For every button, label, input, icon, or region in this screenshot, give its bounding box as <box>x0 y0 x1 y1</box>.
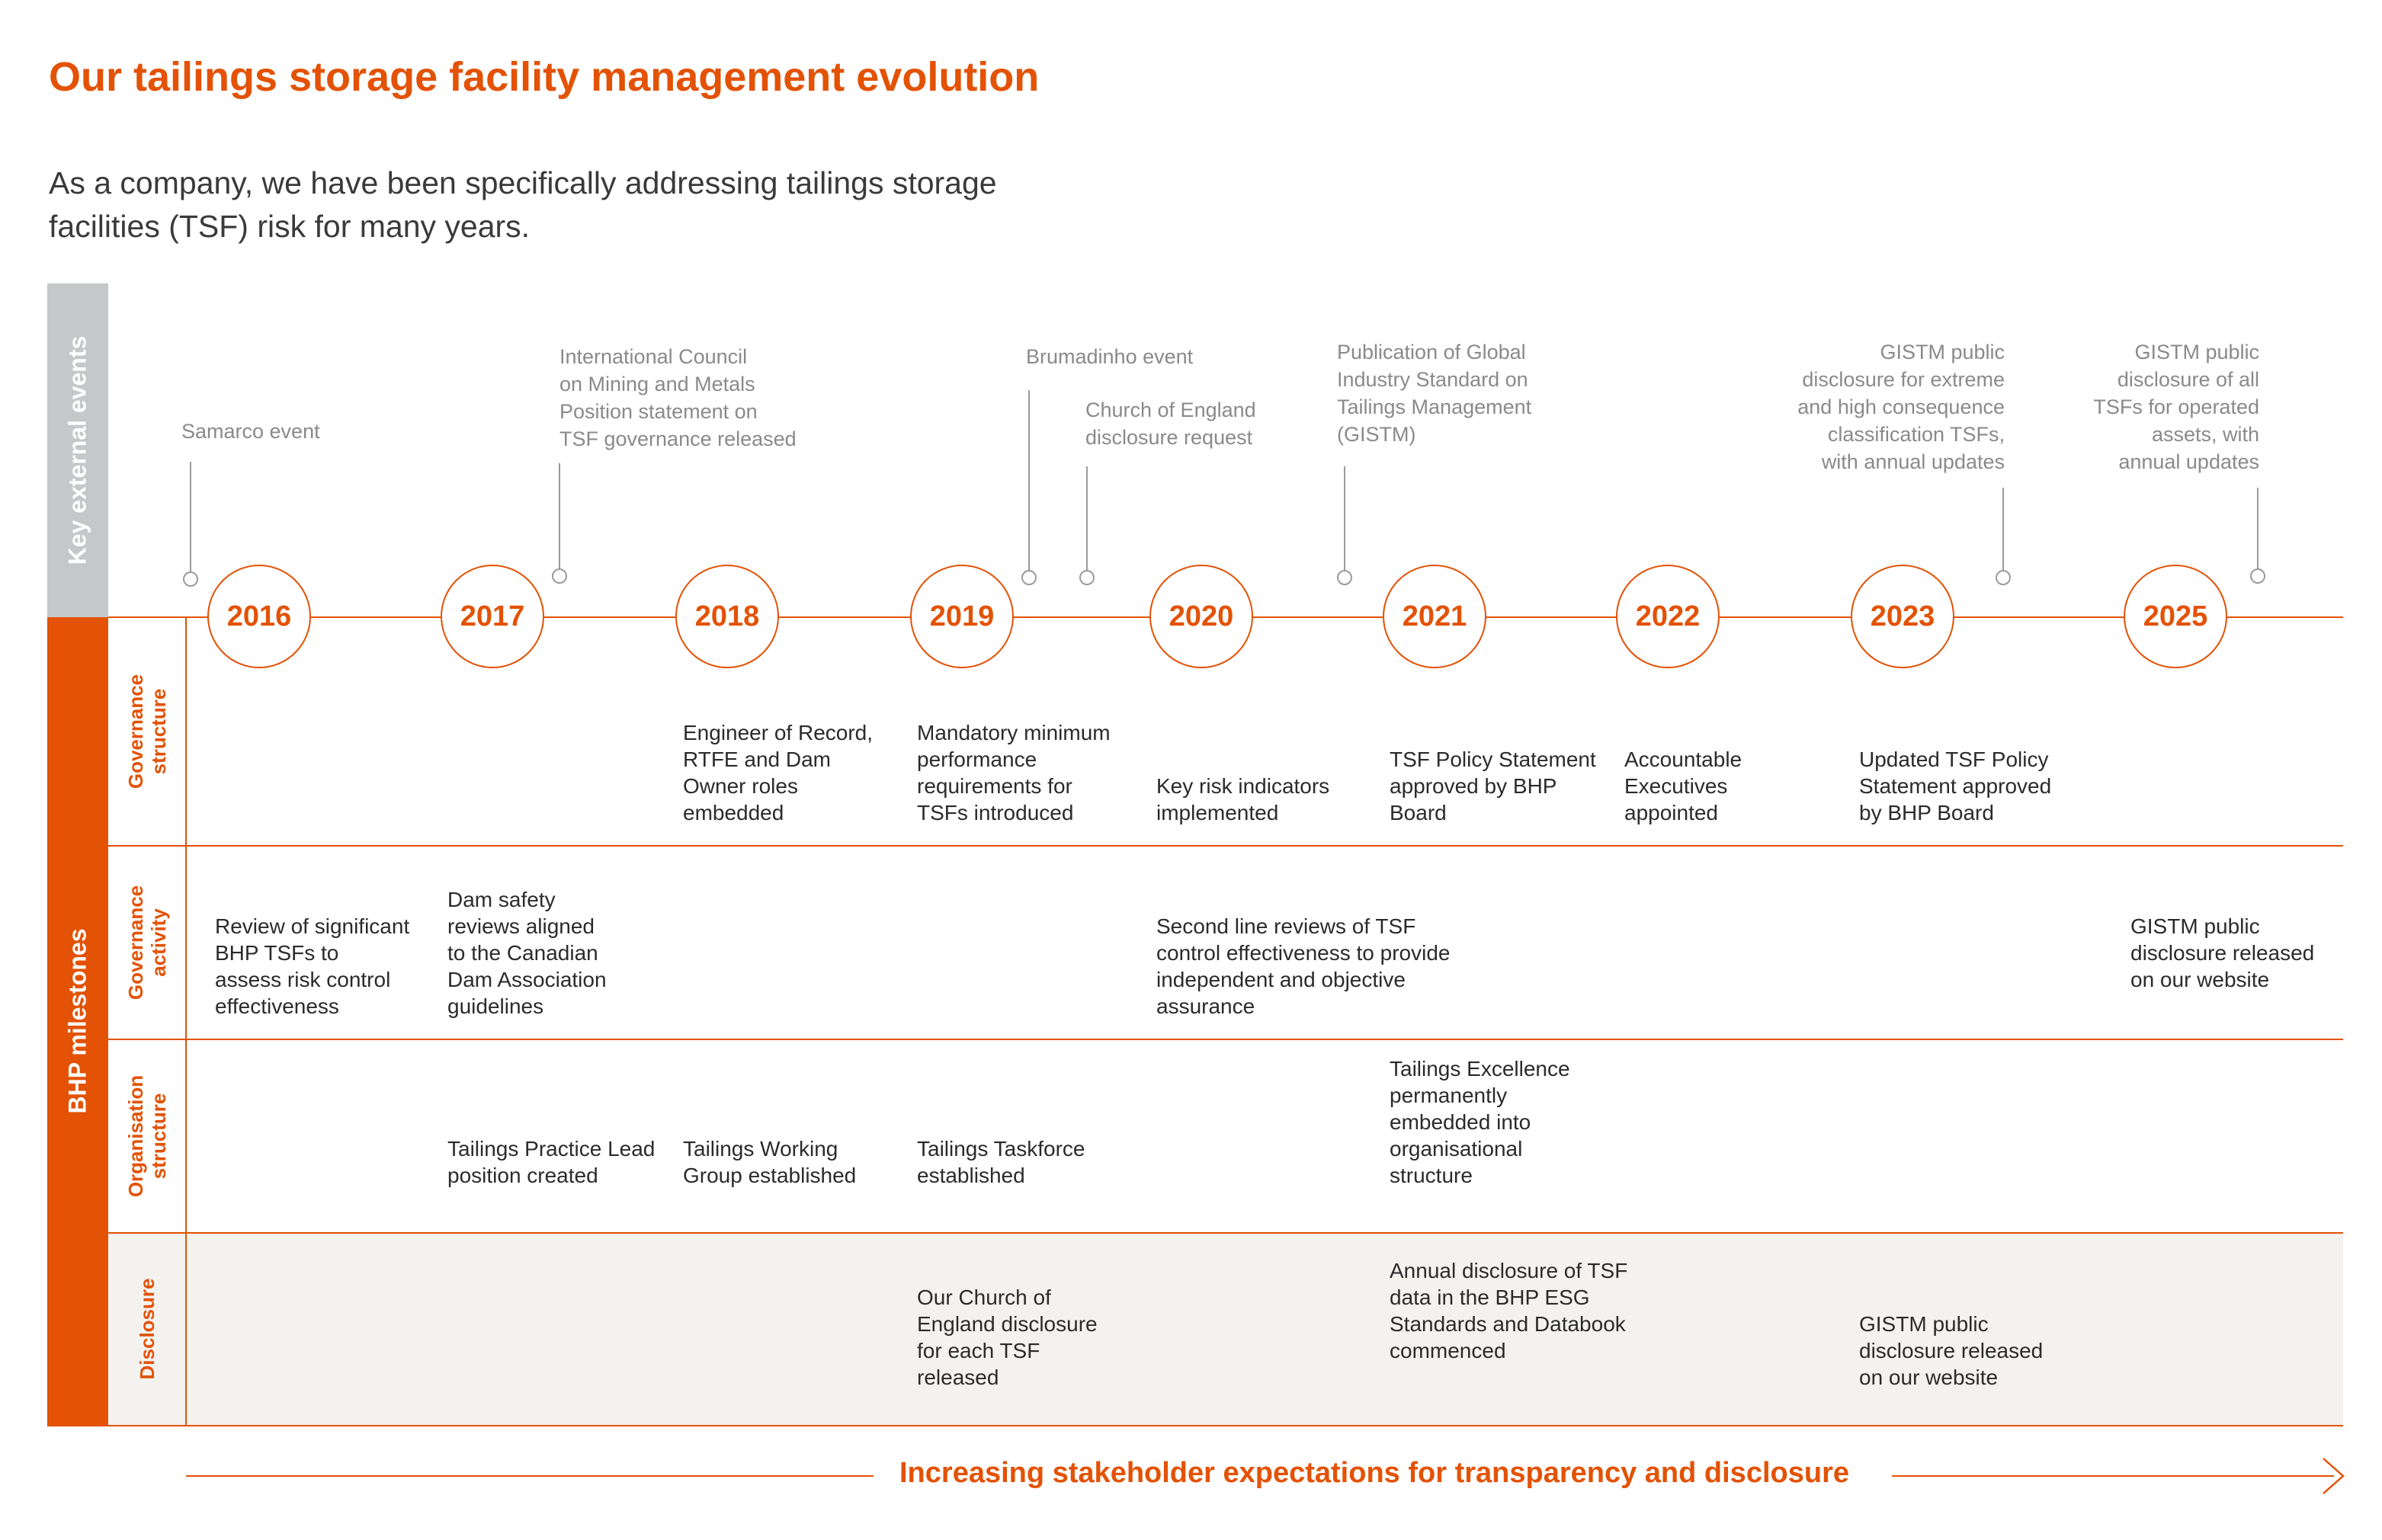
disclosure-row-background <box>186 1233 2343 1425</box>
governance-structure-label: Governance structure <box>124 674 170 789</box>
organisation-structure-2021: Tailings Excellence permanently embedded… <box>1390 1057 1570 1187</box>
event-pin-dot <box>1079 570 1095 585</box>
organisation-structure-2019: Tailings Taskforce established <box>917 1137 1085 1187</box>
bhp-milestones-label: BHP milestones <box>63 928 91 1114</box>
bhp-milestones-bar: BHP milestones <box>47 617 108 1425</box>
event-pin-dot <box>1996 570 2011 585</box>
arrow-right-icon <box>2323 1458 2345 1494</box>
event-pin-line <box>1344 466 1345 571</box>
organisation-structure-2017: Tailings Practice Lead position created <box>447 1137 656 1187</box>
year-circle: 2020 <box>1149 565 1253 668</box>
year-circle: 2017 <box>441 565 544 668</box>
event-brumadinho: Brumadinho event <box>1026 345 1194 368</box>
governance-activity-2020: Second line reviews of TSF control effec… <box>1156 914 1451 1018</box>
event-pin-line <box>2257 488 2259 571</box>
event-pin-line <box>1086 466 1088 571</box>
year-circle: 2021 <box>1383 565 1486 668</box>
row-label-governance-structure: Governance structure <box>108 617 186 846</box>
governance-structure-2019: Mandatory minimum performance requiremen… <box>917 721 1111 824</box>
row-label-disclosure: Disclosure <box>108 1233 186 1425</box>
event-pin-line <box>559 463 560 571</box>
year-circle: 2018 <box>675 565 779 668</box>
event-samarco: Samarco event <box>181 420 320 443</box>
event-pin-dot <box>1337 570 1352 585</box>
governance-structure-2022: Accountable Executives appointed <box>1624 748 1742 824</box>
governance-activity-2016: Review of significant BHP TSFs to assess… <box>215 914 410 1018</box>
event-church-of-england: Church of England disclosure request <box>1085 399 1256 449</box>
year-circle: 2025 <box>2124 565 2227 668</box>
disclosure-2021: Annual disclosure of TSF data in the BHP… <box>1390 1259 1628 1362</box>
footer-arrow-line-left <box>186 1475 874 1477</box>
event-pin-dot <box>1021 570 1037 585</box>
page-subtitle: As a company, we have been specifically … <box>49 165 997 244</box>
event-icmm: International Council on Mining and Meta… <box>559 345 797 450</box>
organisation-structure-2018: Tailings Working Group established <box>683 1137 857 1187</box>
disclosure-2019: Our Church of England disclosure for eac… <box>917 1285 1098 1389</box>
governance-activity-label: Governance activity <box>124 885 170 1001</box>
event-pin-dot <box>2250 568 2265 584</box>
year-circle: 2022 <box>1616 565 1720 668</box>
governance-structure-2020: Key risk indicators implemented <box>1156 774 1330 824</box>
governance-structure-2018: Engineer of Record, RTFE and Dam Owner r… <box>683 721 874 824</box>
event-pin-dot <box>552 568 567 584</box>
event-gistm-2023: GISTM public disclosure for extreme and … <box>1797 341 2005 473</box>
row-divider <box>108 845 2343 847</box>
event-gistm-2025: GISTM public disclosure of all TSFs for … <box>2093 341 2259 473</box>
year-circle: 2019 <box>910 565 1014 668</box>
governance-structure-2023: Updated TSF Policy Statement approved by… <box>1859 748 2052 824</box>
key-external-events-bar: Key external events <box>47 283 108 617</box>
footer-caption: Increasing stakeholder expectations for … <box>899 1457 1849 1489</box>
row-divider <box>108 1232 2343 1234</box>
key-external-events-label: Key external events <box>63 335 91 565</box>
row-label-organisation-structure: Organisation structure <box>108 1039 186 1233</box>
year-circle: 2016 <box>207 565 311 668</box>
page-title: Our tailings storage facility management… <box>49 54 1040 100</box>
row-divider <box>108 1039 2343 1040</box>
footer-arrow-line-right <box>1892 1475 2334 1477</box>
disclosure-label-background <box>108 1233 186 1425</box>
organisation-structure-label: Organisation structure <box>124 1074 170 1198</box>
event-pin-line <box>190 462 191 571</box>
disclosure-label: Disclosure <box>136 1278 159 1380</box>
governance-structure-2021: TSF Policy Statement approved by BHP Boa… <box>1390 748 1596 824</box>
year-circle: 2023 <box>1851 565 1954 668</box>
table-bottom-border <box>47 1425 2343 1426</box>
event-gistm-publication: Publication of Global Industry Standard … <box>1337 341 1532 446</box>
event-pin-line <box>1028 390 1030 571</box>
event-pin-line <box>2002 488 2004 571</box>
governance-activity-2025: GISTM public disclosure released on our … <box>2130 914 2315 991</box>
label-column-divider <box>185 617 187 1426</box>
event-pin-dot <box>183 571 198 587</box>
disclosure-2023: GISTM public disclosure released on our … <box>1859 1312 2044 1389</box>
row-label-governance-activity: Governance activity <box>108 846 186 1039</box>
governance-activity-2017: Dam safety reviews aligned to the Canadi… <box>447 888 607 1018</box>
